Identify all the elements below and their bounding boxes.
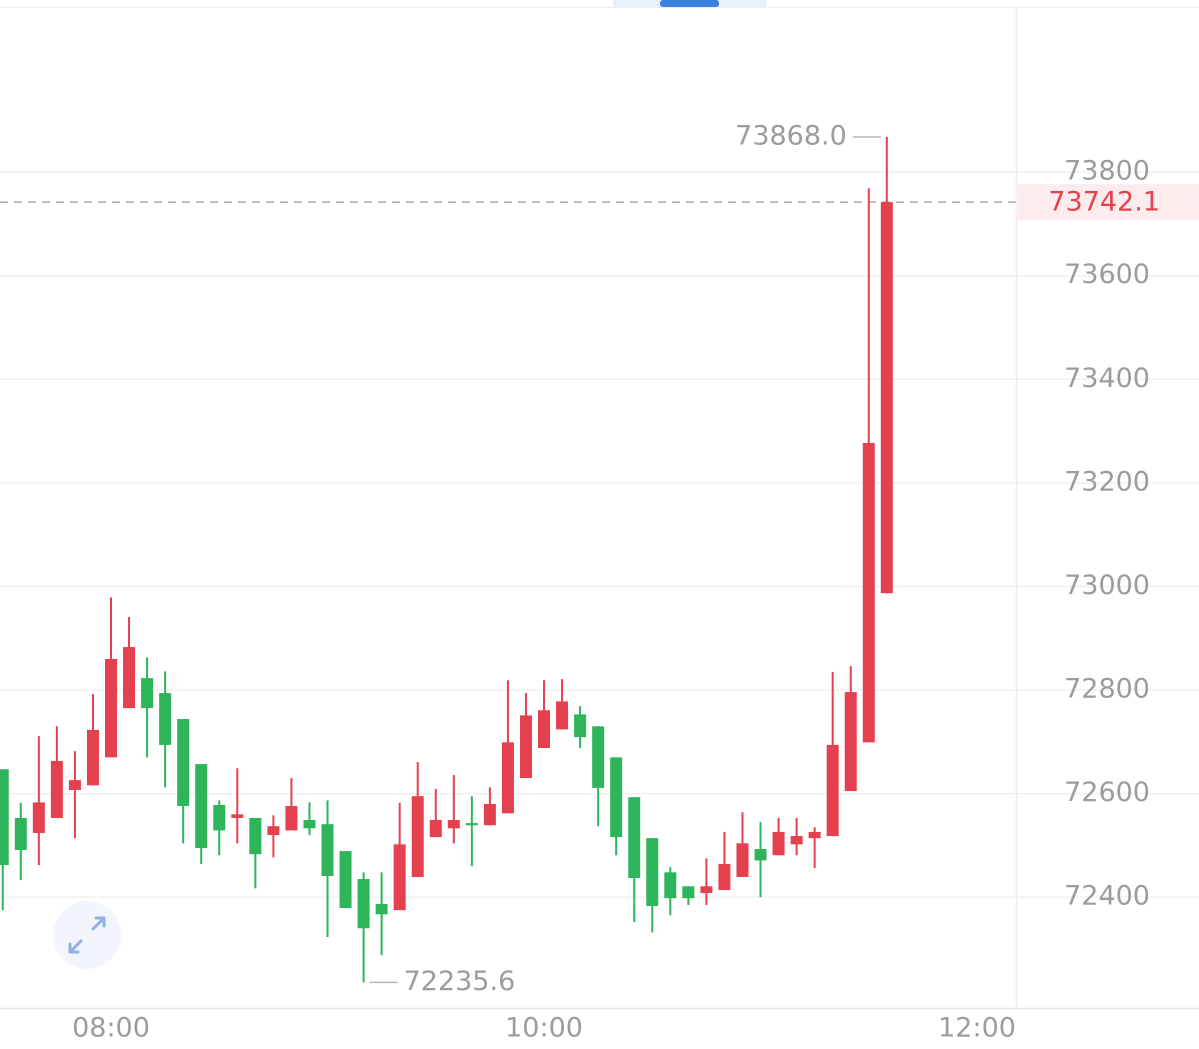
candle-body: [826, 744, 839, 837]
candles: [0, 136, 893, 983]
candle-body: [411, 796, 424, 877]
candle-body: [718, 864, 731, 890]
annotation-label: 73868.0: [735, 120, 847, 151]
candle-body: [465, 823, 478, 826]
candle-body: [86, 729, 99, 786]
candle-body: [249, 817, 262, 855]
y-tick-label: 72400: [1064, 881, 1150, 912]
candle-body: [664, 872, 677, 899]
candle-body: [592, 726, 605, 788]
candle-body: [574, 714, 587, 738]
candle-body: [159, 693, 172, 745]
candle-body: [646, 838, 659, 906]
y-tick-label: 72800: [1064, 674, 1150, 705]
tab-indicator[interactable]: [660, 0, 719, 7]
candle-body: [68, 780, 81, 790]
candle-body: [141, 678, 154, 709]
y-tick-label: 72600: [1064, 777, 1150, 808]
x-tick-label: 12:00: [938, 1013, 1016, 1044]
candle-body: [519, 715, 532, 779]
candle-body: [357, 879, 370, 929]
candle-body: [195, 764, 208, 848]
candle-body: [213, 804, 226, 831]
candle-body: [375, 903, 388, 915]
candle-body: [50, 760, 63, 818]
y-tick-label: 73200: [1064, 466, 1150, 497]
candle-body: [177, 719, 190, 807]
y-tick-label: 73000: [1064, 570, 1150, 601]
candle-body: [880, 202, 893, 594]
candle-body: [32, 802, 45, 833]
labels: 72400 72600 72800 73000 73200 73400 73600 73800…: [72, 120, 1199, 1044]
x-tick-label: 08:00: [72, 1013, 150, 1044]
candle-body: [862, 443, 875, 743]
expand-icon[interactable]: [68, 916, 106, 954]
candle-body: [628, 797, 641, 879]
candle-body: [754, 849, 767, 861]
candle-body: [321, 824, 334, 876]
y-tick-label: 73600: [1064, 259, 1150, 290]
last-price-tag: [1018, 184, 1199, 221]
candle-body: [610, 757, 623, 838]
candle-body: [429, 820, 442, 838]
candle-body: [14, 817, 27, 851]
y-tick-label: 73400: [1064, 363, 1150, 394]
y-tick-label: 73800: [1064, 156, 1150, 187]
candle-body: [393, 844, 406, 911]
candle-body: [844, 692, 857, 792]
annotation-label: 72235.6: [404, 966, 516, 997]
candle-body: [447, 820, 460, 829]
candle-body: [339, 851, 352, 909]
candle-body: [231, 814, 244, 818]
candle-body: [501, 742, 514, 814]
candle-body: [303, 820, 316, 829]
candle-body: [772, 831, 785, 856]
candle-body: [700, 886, 713, 894]
expand-button-bg[interactable]: [53, 901, 121, 969]
candle-body: [556, 701, 569, 730]
expand-button[interactable]: [53, 901, 121, 969]
candle-body: [736, 843, 749, 877]
x-tick-label: 10:00: [505, 1013, 583, 1044]
candle-body: [105, 658, 118, 758]
candle-body: [682, 886, 695, 899]
candle-body: [123, 647, 136, 709]
candle-body: [538, 710, 551, 749]
candle-body: [808, 831, 821, 839]
last-price-label: 73742.1: [1048, 187, 1160, 218]
candle-body: [483, 803, 496, 826]
candle-body: [285, 806, 298, 831]
candle-body: [790, 836, 803, 845]
candle-body: [0, 769, 9, 866]
candle-body: [267, 826, 280, 836]
